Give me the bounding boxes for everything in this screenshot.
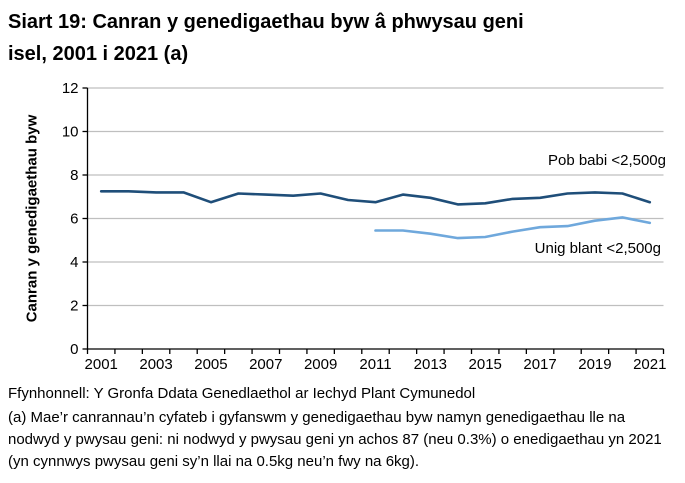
y-axis-tick-labels: 0 2 4 6 8 10 12 (62, 80, 79, 358)
x-tick-label: 2007 (249, 356, 282, 373)
y-tick-label: 8 (70, 167, 78, 184)
gridlines (87, 87, 664, 307)
x-axis-tick-labels: 2001 2003 2005 2007 2009 2011 2013 2015 2017 2019… (85, 356, 667, 373)
series-label-unig-blant: Unig blant <2,500g (534, 240, 661, 257)
data-line-series-1 (374, 216, 652, 240)
y-tick-label: 0 (70, 341, 78, 358)
chart-title-line-1: Siart 19: Canran y genedigaethau byw â p… (8, 11, 524, 33)
x-tick-label: 2013 (414, 356, 447, 373)
y-tick-label: 10 (62, 124, 79, 141)
x-tick-label: 2019 (578, 356, 611, 373)
tick-marks (82, 87, 665, 354)
chart-title-line-2: isel, 2001 i 2021 (a) (8, 43, 189, 65)
x-tick-label: 2009 (304, 356, 337, 373)
y-tick-label: 4 (70, 254, 78, 271)
y-tick-label: 6 (70, 211, 78, 228)
x-tick-label: 2011 (359, 356, 391, 373)
x-tick-label: 2005 (194, 356, 227, 373)
x-tick-label: 2015 (469, 356, 502, 373)
x-tick-label: 2021 (633, 356, 666, 373)
source-text: Ffynhonnell: Y Gronfa Ddata Genedlaethol… (8, 385, 476, 402)
x-tick-label: 2003 (139, 356, 172, 373)
footnote-text: (a) Mae’r canrannau’n cyfateb i gyfanswm… (8, 409, 662, 470)
y-tick-label: 2 (70, 298, 78, 315)
y-axis-title: Canran y genedigaethau byw (23, 114, 41, 323)
y-tick-label: 12 (62, 80, 79, 97)
series-label-pob-babi: Pob babi <2,500g (547, 152, 666, 169)
chart-title: Siart 19: Canran y genedigaethau byw â p… (8, 6, 524, 70)
x-tick-label: 2001 (85, 356, 118, 373)
data-line-series-0 (99, 190, 652, 206)
x-tick-label: 2017 (523, 356, 556, 373)
